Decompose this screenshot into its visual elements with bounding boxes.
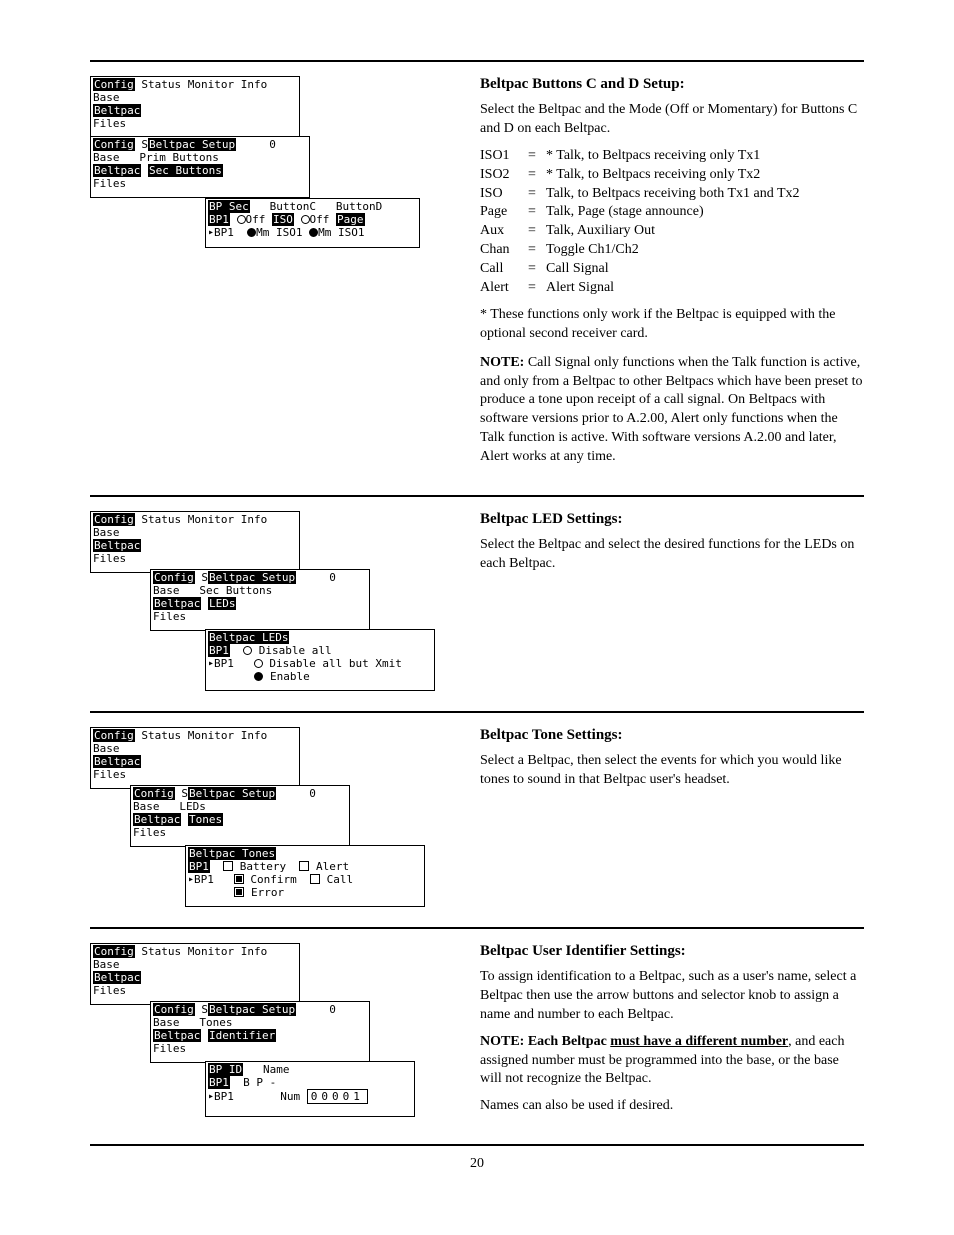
body-leds: Select the Beltpac and select the desire… [480, 536, 864, 574]
lcd-buttons-stack: Config Status Monitor Info Base Beltpac … [90, 76, 470, 475]
lcd-window-back: Config Status Monitor Info Base Beltpac … [90, 727, 300, 789]
body-tones: Select a Beltpac, then select the events… [480, 752, 864, 790]
text-identifier: Beltpac User Identifier Settings: To ass… [470, 943, 864, 1124]
lcd-window-mid: Config SBeltpac Setup 0 Base LEDs Beltpa… [130, 785, 350, 847]
lcd-window-mid: Config SBeltpac Setup 0 Base Prim Button… [90, 136, 310, 198]
section-tones: Config Status Monitor Info Base Beltpac … [90, 713, 864, 929]
heading-leds: Beltpac LED Settings: [480, 511, 864, 528]
page-number: 20 [90, 1156, 864, 1172]
lcd-window-front: BP Sec ButtonC ButtonD BP1 Off ISO Off P… [205, 198, 420, 248]
lcd-tones-stack: Config Status Monitor Info Base Beltpac … [90, 727, 470, 907]
lcd-window-back: Config Status Monitor Info Base Beltpac … [90, 76, 300, 138]
lcd-window-front: Beltpac Tones BP1 Battery Alert ▸BP1 Con… [185, 845, 425, 907]
text-buttons-cd: Beltpac Buttons C and D Setup: Select th… [470, 76, 864, 475]
lcd-ident-stack: Config Status Monitor Info Base Beltpac … [90, 943, 470, 1124]
def-table: ISO1=* Talk, to Beltpacs receiving only … [480, 147, 864, 298]
heading-tones: Beltpac Tone Settings: [480, 727, 864, 744]
intro-buttons: Select the Beltpac and the Mode (Off or … [480, 101, 864, 139]
lcd-window-front: Beltpac LEDs BP1 Disable all ▸BP1 Disabl… [205, 629, 435, 691]
lcd-window-mid: Config SBeltpac Setup 0 Base Tones Beltp… [150, 1001, 370, 1063]
note-ident: NOTE: Each Beltpac must have a different… [480, 1033, 864, 1090]
section-buttons-cd: Config Status Monitor Info Base Beltpac … [90, 60, 864, 497]
body-ident: To assign identification to a Beltpac, s… [480, 968, 864, 1025]
lcd-window-mid: Config SBeltpac Setup 0 Base Sec Buttons… [150, 569, 370, 631]
body-ident-2: Names can also be used if desired. [480, 1097, 864, 1116]
section-leds: Config Status Monitor Info Base Beltpac … [90, 497, 864, 713]
text-leds: Beltpac LED Settings: Select the Beltpac… [470, 511, 864, 691]
heading-buttons: Beltpac Buttons C and D Setup: [480, 76, 864, 93]
lcd-window-back: Config Status Monitor Info Base Beltpac … [90, 511, 300, 573]
lcd-window-back: Config Status Monitor Info Base Beltpac … [90, 943, 300, 1005]
footnote-buttons: * These functions only work if the Beltp… [480, 306, 864, 344]
heading-ident: Beltpac User Identifier Settings: [480, 943, 864, 960]
text-tones: Beltpac Tone Settings: Select a Beltpac,… [470, 727, 864, 907]
note-buttons: NOTE: Call Signal only functions when th… [480, 354, 864, 467]
section-identifier: Config Status Monitor Info Base Beltpac … [90, 929, 864, 1146]
lcd-window-front: BP ID Name BP1 B P - ▸BP1 Num 00001 [205, 1061, 415, 1117]
lcd-leds-stack: Config Status Monitor Info Base Beltpac … [90, 511, 470, 691]
